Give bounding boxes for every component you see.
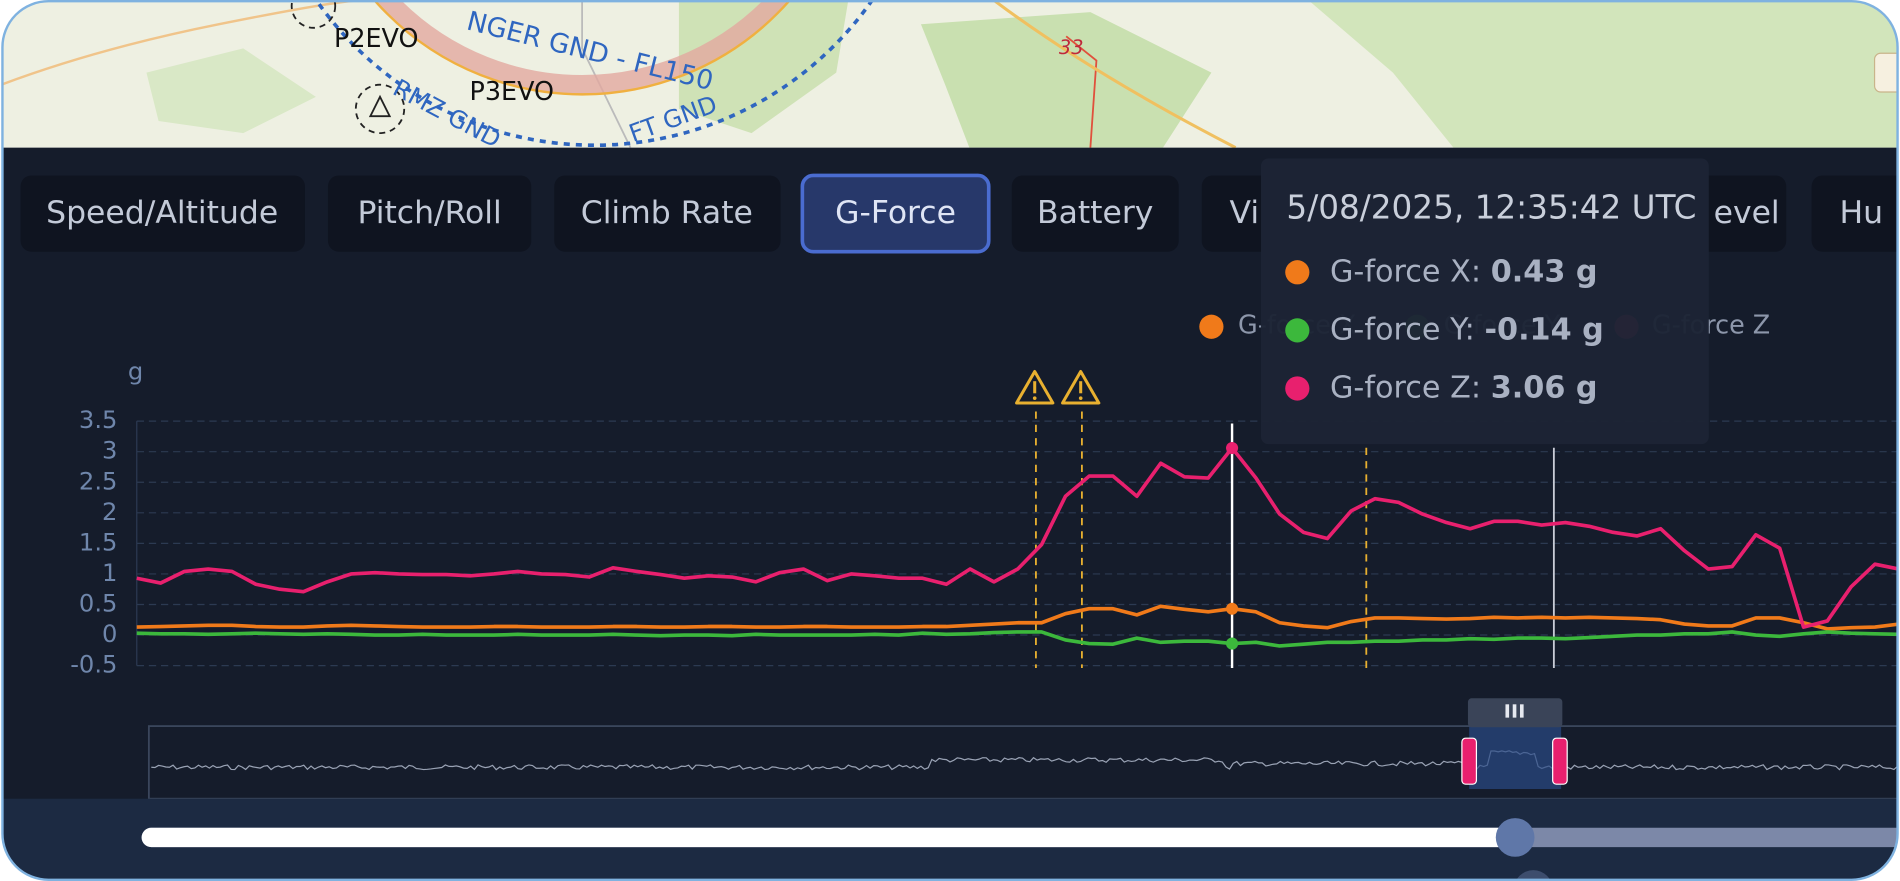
tab[interactable] [800,173,991,254]
y-tick-label: -0.5 [70,651,117,679]
road-number: 33 [1059,36,1084,59]
slider-progress [141,827,1517,848]
y-tick-label: 3.5 [79,406,117,434]
tab-label: G-Force [835,195,956,231]
map-label: P3EVO [470,76,554,106]
tooltip-marker [1285,376,1310,401]
y-tick-label: 2 [102,498,117,526]
tooltip-item: G-force X: 0.43 g [1330,254,1598,289]
tooltip-item-label: G-force Y: [1330,312,1475,347]
tab-label: Pitch/Roll [357,195,501,231]
warning-icon [1032,396,1037,400]
tooltip-marker [1285,318,1310,343]
tab-bar: Speed/Altitude Pitch/Roll Climb Rate G-Forc… [20,173,1900,254]
series-line [136,630,1898,648]
tab-label: Battery [1037,195,1153,231]
tab[interactable] [20,175,305,252]
warning-icon [1061,370,1101,405]
tooltip: 5/08/2025, 12:35:42 UTC G-force X: 0.43 g… [1261,158,1709,445]
tooltip-item-value: 0.43 g [1491,254,1598,289]
warning-icon [1015,370,1055,405]
y-tick-label: 0 [102,620,117,648]
tab-label: Climb Rate [581,195,753,231]
y-tick-label: 1 [102,559,117,587]
series-line [136,604,1898,631]
tab[interactable] [327,175,532,252]
map-label: P2EVO [334,23,418,53]
tooltip-title: 5/08/2025, 12:35:42 UTC [1286,188,1696,226]
series-line [136,446,1898,629]
y-axis-label: g [128,358,143,386]
tooltip-item: G-force Z: 3.06 g [1330,370,1598,405]
tooltip-item: G-force Y: -0.14 g [1330,312,1604,347]
playback-bar [2,798,1898,880]
legend-marker [1199,314,1224,339]
hover-point [1226,602,1239,615]
y-tick-label: 1.5 [79,528,117,556]
warning-icon [1078,396,1083,400]
tab[interactable] [1811,175,1900,252]
tab-label: Hu [1839,195,1883,231]
hover-point [1226,637,1239,650]
tab[interactable] [1011,175,1179,252]
tooltip-item-value: -0.14 g [1484,312,1603,347]
tab-label: Vi [1230,195,1260,231]
tooltip-item-label: G-force X: [1330,254,1481,289]
tab-label: Speed/Altitude [46,195,278,231]
y-tick-label: 0.5 [79,589,117,617]
tab[interactable] [554,175,781,252]
tooltip-item-value: 3.06 g [1491,370,1598,405]
y-tick-label: 3 [102,437,117,465]
tooltip-marker [1285,260,1310,285]
map[interactable]: P2EVO P3EVO 33 NGER GND - FL150 RMZ GND … [1,0,1900,154]
tooltip-item-label: G-force Z: [1330,370,1481,405]
tab-label: evel [1714,195,1780,231]
y-tick-label: 2.5 [79,467,117,495]
slider-thumb[interactable] [1495,818,1535,857]
hover-point [1226,441,1239,455]
